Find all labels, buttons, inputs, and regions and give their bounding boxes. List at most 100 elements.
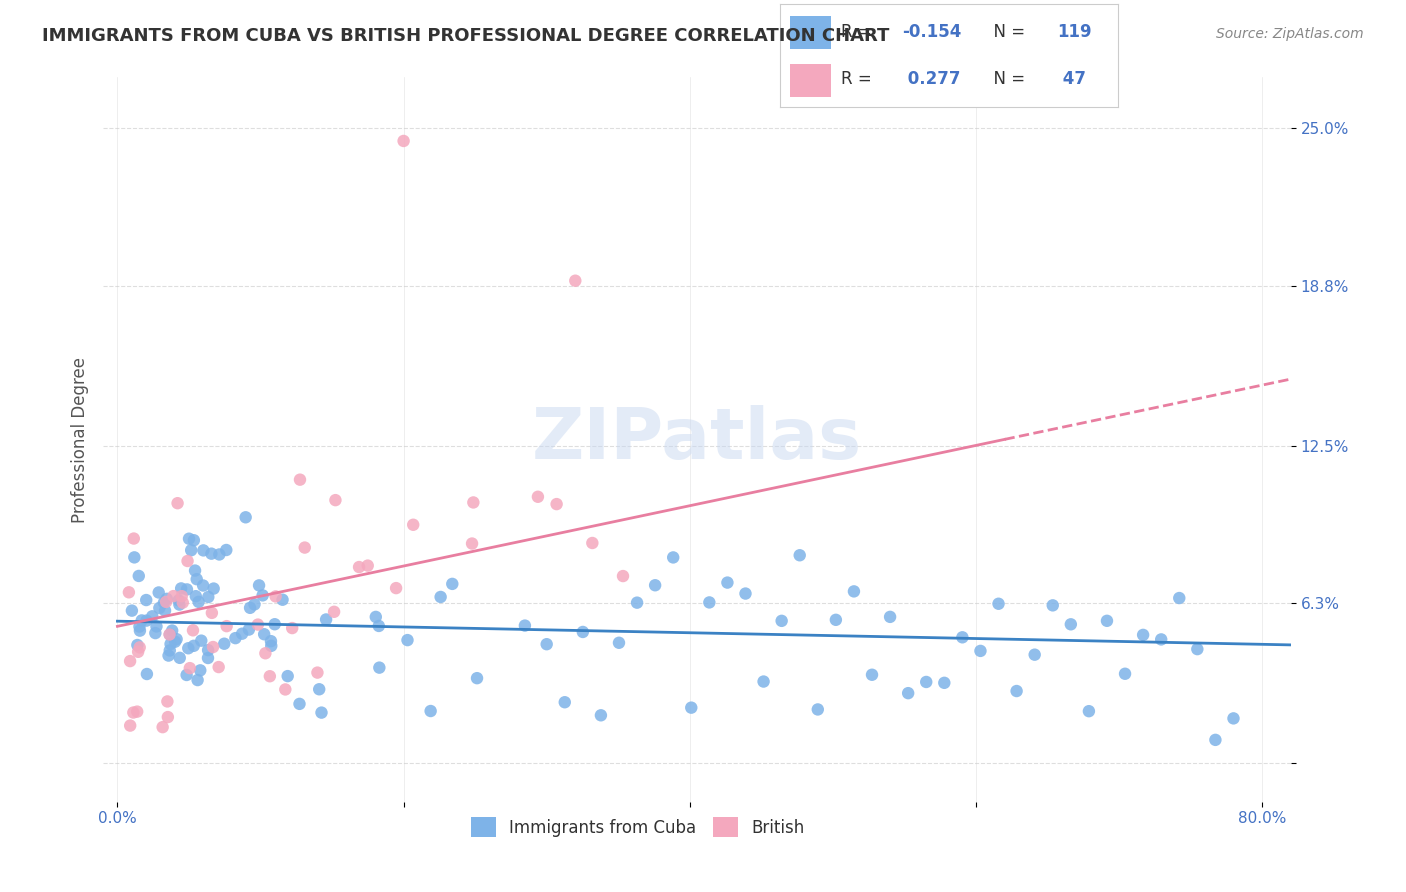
FancyBboxPatch shape: [790, 16, 831, 48]
Point: [135, 614, 157, 628]
Point: [315, 612, 337, 626]
Point: [246, 617, 269, 632]
Point: [396, 633, 419, 648]
Point: [176, 554, 198, 568]
Point: [122, 532, 145, 546]
Point: [581, 536, 603, 550]
Point: [186, 572, 208, 586]
Point: [176, 582, 198, 597]
Point: [950, 630, 973, 644]
Point: [260, 639, 283, 653]
Point: [153, 596, 176, 610]
Point: [897, 686, 920, 700]
Point: [1187, 642, 1209, 657]
Point: [156, 694, 179, 708]
Point: [607, 636, 630, 650]
Point: [770, 614, 793, 628]
Point: [441, 577, 464, 591]
Point: [1095, 614, 1118, 628]
Point: [215, 543, 238, 558]
Point: [274, 682, 297, 697]
Point: [1005, 684, 1028, 698]
Point: [157, 648, 180, 663]
Point: [184, 564, 207, 578]
Point: [879, 610, 901, 624]
Point: [208, 548, 231, 562]
Point: [564, 274, 586, 288]
Point: [546, 497, 568, 511]
Point: [264, 590, 287, 604]
Point: [969, 644, 991, 658]
Point: [160, 624, 183, 638]
Point: [277, 669, 299, 683]
Point: [190, 633, 212, 648]
Point: [200, 547, 222, 561]
Point: [120, 654, 142, 668]
Point: [260, 634, 283, 648]
Point: [281, 621, 304, 635]
Point: [159, 643, 181, 657]
Point: [325, 493, 347, 508]
Point: [734, 586, 756, 600]
Point: [1077, 704, 1099, 718]
Point: [385, 581, 408, 595]
Point: [122, 706, 145, 720]
Point: [156, 591, 179, 606]
Point: [681, 700, 703, 714]
Point: [212, 637, 235, 651]
Point: [131, 614, 153, 628]
Text: 0.277: 0.277: [901, 70, 960, 88]
Text: Source: ZipAtlas.com: Source: ZipAtlas.com: [1216, 27, 1364, 41]
Point: [156, 710, 179, 724]
Point: [392, 134, 415, 148]
Point: [181, 624, 204, 638]
Point: [143, 626, 166, 640]
Point: [153, 604, 176, 618]
Point: [135, 667, 157, 681]
Point: [662, 550, 685, 565]
Point: [166, 496, 188, 510]
FancyBboxPatch shape: [790, 64, 831, 96]
Point: [254, 646, 277, 660]
Point: [825, 613, 848, 627]
Point: [589, 708, 612, 723]
Point: [167, 593, 190, 607]
Point: [247, 578, 270, 592]
Point: [612, 569, 634, 583]
Y-axis label: Professional Degree: Professional Degree: [72, 357, 89, 523]
Point: [215, 619, 238, 633]
Point: [1024, 648, 1046, 662]
Point: [368, 660, 391, 674]
Point: [197, 590, 219, 604]
Point: [402, 517, 425, 532]
Point: [169, 650, 191, 665]
Point: [527, 490, 550, 504]
Legend: Immigrants from Cuba, British: Immigrants from Cuba, British: [464, 810, 811, 844]
Point: [513, 618, 536, 632]
Point: [1150, 632, 1173, 647]
Point: [129, 624, 152, 638]
Point: [294, 541, 316, 555]
Point: [307, 665, 329, 680]
Point: [1114, 666, 1136, 681]
Point: [152, 720, 174, 734]
Point: [644, 578, 666, 592]
Text: ZIPatlas: ZIPatlas: [531, 405, 862, 474]
Point: [166, 632, 188, 647]
Text: N =: N =: [983, 23, 1031, 41]
Point: [536, 637, 558, 651]
Point: [120, 718, 142, 732]
Point: [716, 575, 738, 590]
Point: [419, 704, 441, 718]
Point: [128, 569, 150, 583]
Point: [347, 560, 370, 574]
Point: [1060, 617, 1083, 632]
Point: [183, 639, 205, 653]
Text: 119: 119: [1057, 23, 1091, 41]
Point: [187, 673, 209, 687]
Point: [148, 585, 170, 599]
Point: [1168, 591, 1191, 605]
Point: [259, 669, 281, 683]
Point: [253, 627, 276, 641]
Text: IMMIGRANTS FROM CUBA VS BRITISH PROFESSIONAL DEGREE CORRELATION CHART: IMMIGRANTS FROM CUBA VS BRITISH PROFESSI…: [42, 27, 890, 45]
